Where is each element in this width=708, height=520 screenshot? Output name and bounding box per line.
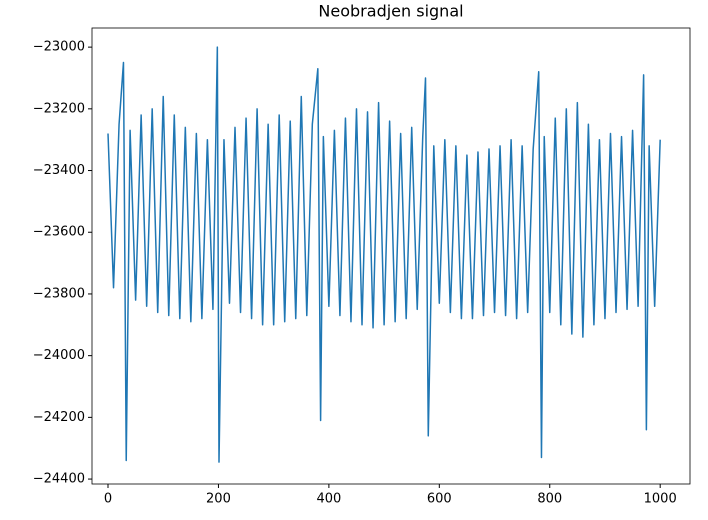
x-tick-label: 400	[316, 492, 341, 507]
x-tick-label: 1000	[644, 492, 677, 507]
y-tick-label: −23000	[33, 40, 85, 55]
x-tick-label: 200	[206, 492, 231, 507]
chart-title: Neobradjen signal	[318, 2, 463, 21]
y-tick-label: −24400	[33, 472, 85, 487]
y-tick-label: −23400	[33, 163, 85, 178]
y-tick-label: −23800	[33, 286, 85, 301]
y-tick-label: −24200	[33, 410, 85, 425]
x-tick-label: 600	[427, 492, 452, 507]
x-tick-label: 0	[104, 492, 112, 507]
y-tick-label: −23200	[33, 101, 85, 116]
y-tick-label: −23600	[33, 225, 85, 240]
y-tick-label: −24000	[33, 348, 85, 363]
signal-line	[107, 46, 661, 463]
plot-frame	[91, 27, 691, 485]
x-tick-label: 800	[537, 492, 562, 507]
